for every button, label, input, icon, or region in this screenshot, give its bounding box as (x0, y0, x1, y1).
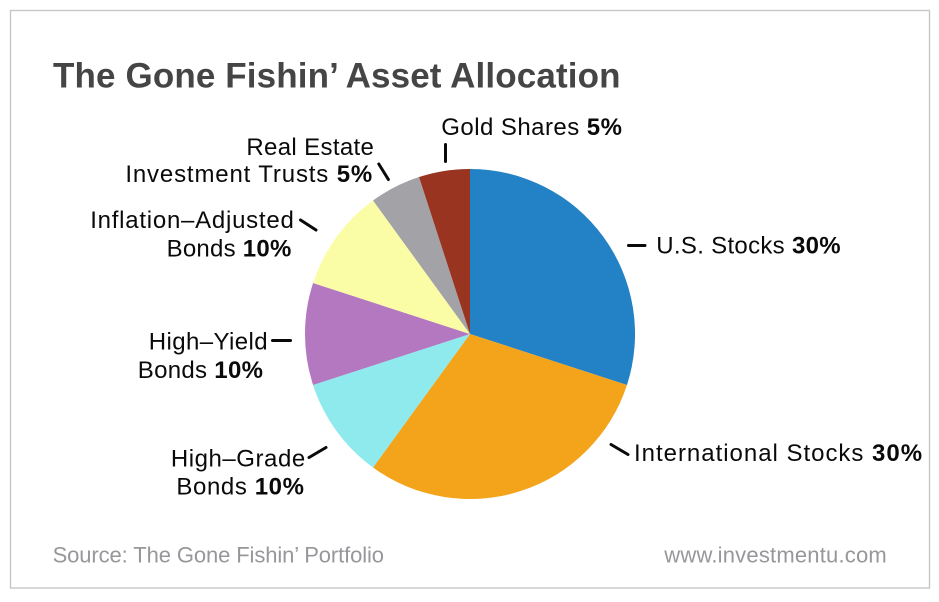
svg-text:High–Yield: High–Yield (149, 329, 268, 356)
svg-text:The Gone Fishin’ Asset Allocat: The Gone Fishin’ Asset Allocation (53, 57, 621, 96)
svg-text:Gold Shares 5%: Gold Shares 5% (441, 114, 622, 141)
svg-text:Source: The Gone Fishin’ Portf: Source: The Gone Fishin’ Portfolio (53, 542, 384, 567)
svg-text:High–Grade: High–Grade (171, 445, 306, 472)
svg-text:U.S. Stocks 30%: U.S. Stocks 30% (656, 233, 841, 260)
svg-text:Inflation–Adjusted: Inflation–Adjusted (90, 207, 294, 234)
svg-text:Bonds 10%: Bonds 10% (176, 473, 304, 500)
svg-text:International Stocks 30%: International Stocks 30% (634, 440, 923, 467)
svg-text:Real Estate: Real Estate (246, 134, 374, 161)
svg-text:Investment Trusts 5%: Investment Trusts 5% (125, 161, 373, 188)
svg-text:www.investmentu.com: www.investmentu.com (663, 543, 887, 568)
svg-text:Bonds 10%: Bonds 10% (167, 236, 292, 263)
svg-text:Bonds 10%: Bonds 10% (138, 357, 263, 384)
